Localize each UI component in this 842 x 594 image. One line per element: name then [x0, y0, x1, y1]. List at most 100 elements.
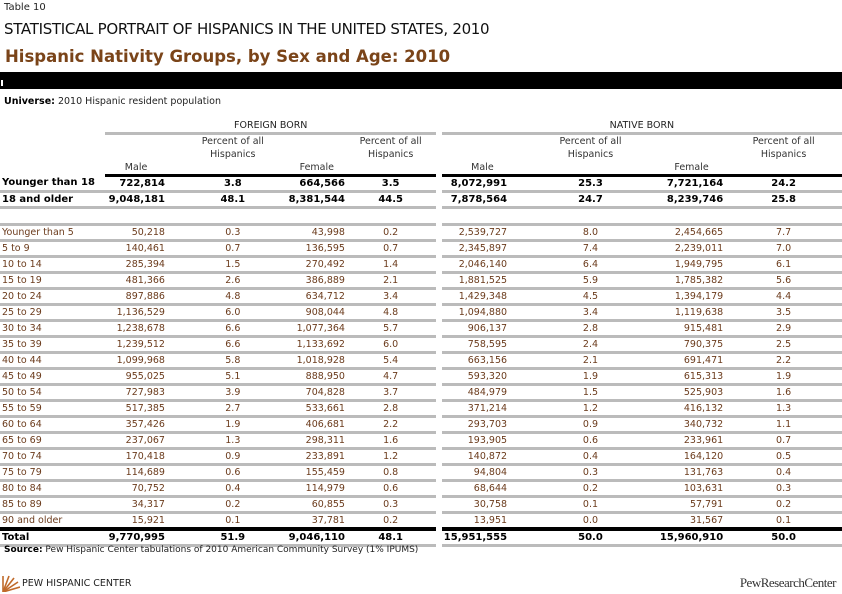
male-percent: 5.9	[523, 272, 658, 290]
male-percent: 1.5	[178, 256, 287, 274]
male-percent: 0.3	[178, 224, 287, 242]
table-row: 55 to 59 517,385 2.7 533,661 2.8 371,214 1.2 41…	[0, 400, 842, 418]
table-row: 50 to 54 727,983 3.9 704,828 3.7 484,979 1.5 52…	[0, 384, 842, 402]
row-label: 65 to 69	[0, 432, 106, 450]
female-count: 1,133,692	[286, 336, 345, 354]
female-count: 1,077,364	[286, 320, 345, 338]
pew-research-center-logo: PewResearchCenter	[739, 575, 837, 590]
row-label: Total	[0, 529, 106, 547]
male-percent: 0.0	[523, 512, 658, 531]
male-count: 15,921	[105, 512, 179, 531]
female-count: 31,567	[657, 512, 726, 531]
female-count: 615,313	[657, 368, 726, 386]
male-count: 50,218	[105, 224, 179, 242]
male-percent: 2.7	[178, 400, 287, 418]
male-percent: 0.4	[178, 480, 287, 498]
female-count: 915,481	[657, 320, 726, 338]
female-count: 60,855	[286, 496, 345, 514]
row-label: 25 to 29	[0, 304, 106, 322]
male-percent: 0.9	[178, 448, 287, 466]
male-percent: 1.2	[523, 400, 658, 418]
female-count: 1,394,179	[657, 288, 726, 306]
table-row: 5 to 9 140,461 0.7 136,595 0.7 2,345,897 7.4 2,…	[0, 240, 842, 258]
col-female: Female	[657, 133, 726, 177]
male-count: 593,320	[441, 368, 524, 386]
male-percent: 2.8	[523, 320, 658, 338]
male-count: 237,067	[105, 432, 179, 450]
male-percent: 6.4	[523, 256, 658, 274]
male-count: 722,814	[105, 175, 179, 193]
row-label: 90 and older	[0, 512, 106, 531]
male-count: 1,429,348	[441, 288, 524, 306]
male-count: 9,048,181	[105, 191, 179, 209]
male-percent: 0.1	[523, 496, 658, 514]
female-count: 8,239,746	[657, 191, 726, 209]
female-count: 136,595	[286, 240, 345, 258]
row-label: 20 to 24	[0, 288, 106, 306]
col-pct: Percent of all Hispanics	[344, 133, 437, 177]
female-percent: 1.6	[725, 384, 842, 402]
female-count: 103,631	[657, 480, 726, 498]
male-percent: 0.7	[178, 240, 287, 258]
male-count: 30,758	[441, 496, 524, 514]
male-percent: 1.5	[523, 384, 658, 402]
female-percent: 5.7	[344, 320, 437, 338]
female-percent: 7.7	[725, 224, 842, 242]
male-count: 13,951	[441, 512, 524, 531]
female-count: 416,132	[657, 400, 726, 418]
male-count: 481,366	[105, 272, 179, 290]
male-count: 1,238,678	[105, 320, 179, 338]
female-count: 298,311	[286, 432, 345, 450]
male-count: 1,239,512	[105, 336, 179, 354]
female-percent: 1.3	[725, 400, 842, 418]
female-percent: 0.3	[344, 496, 437, 514]
table-label: Table 10	[4, 2, 46, 13]
female-percent: 1.4	[344, 256, 437, 274]
male-percent: 0.9	[523, 416, 658, 434]
table-row: Younger than 5 50,218 0.3 43,998 0.2 2,539,72…	[0, 224, 842, 242]
male-percent: 8.0	[523, 224, 658, 242]
female-count: 37,781	[286, 512, 345, 531]
group-header-row: FOREIGN BORN NATIVE BORN	[0, 118, 842, 135]
left-logo-text: PEW HISPANIC CENTER	[22, 577, 132, 589]
female-percent: 6.1	[725, 256, 842, 274]
male-percent: 2.4	[523, 336, 658, 354]
row-label: 35 to 39	[0, 336, 106, 354]
col-male: Male	[105, 133, 179, 177]
male-count: 140,461	[105, 240, 179, 258]
male-percent: 6.6	[178, 336, 287, 354]
group-native-born: NATIVE BORN	[441, 118, 842, 135]
female-count: 908,044	[286, 304, 345, 322]
table-row: 80 to 84 70,752 0.4 114,979 0.6 68,644 0.2 103,…	[0, 480, 842, 498]
male-count: 1,099,968	[105, 352, 179, 370]
male-count: 170,418	[105, 448, 179, 466]
male-percent: 2.6	[178, 272, 287, 290]
male-count: 34,317	[105, 496, 179, 514]
male-count: 7,878,564	[441, 191, 524, 209]
female-percent: 4.4	[725, 288, 842, 306]
female-percent: 2.5	[725, 336, 842, 354]
row-label: 75 to 79	[0, 464, 106, 482]
male-count: 517,385	[105, 400, 179, 418]
male-count: 371,214	[441, 400, 524, 418]
col-female: Female	[286, 133, 345, 177]
female-count: 704,828	[286, 384, 345, 402]
female-count: 525,903	[657, 384, 726, 402]
male-percent: 3.8	[178, 175, 287, 193]
female-percent: 0.6	[344, 480, 437, 498]
female-percent: 4.8	[344, 304, 437, 322]
table-row: 65 to 69 237,067 1.3 298,311 1.6 193,905 0.6 23…	[0, 432, 842, 450]
male-count: 9,770,995	[105, 529, 179, 547]
male-count: 114,689	[105, 464, 179, 482]
group-foreign-born: FOREIGN BORN	[105, 118, 437, 135]
male-count: 906,137	[441, 320, 524, 338]
row-label: Younger than 5	[0, 224, 106, 242]
table-row: 85 to 89 34,317 0.2 60,855 0.3 30,758 0.1 57,79…	[0, 496, 842, 514]
male-count: 193,905	[441, 432, 524, 450]
female-percent: 4.7	[344, 368, 437, 386]
male-count: 140,872	[441, 448, 524, 466]
female-percent: 2.2	[725, 352, 842, 370]
main-title: STATISTICAL PORTRAIT OF HISPANICS IN THE…	[4, 20, 490, 38]
male-percent: 24.7	[523, 191, 658, 209]
universe-label: Universe:	[4, 96, 55, 107]
